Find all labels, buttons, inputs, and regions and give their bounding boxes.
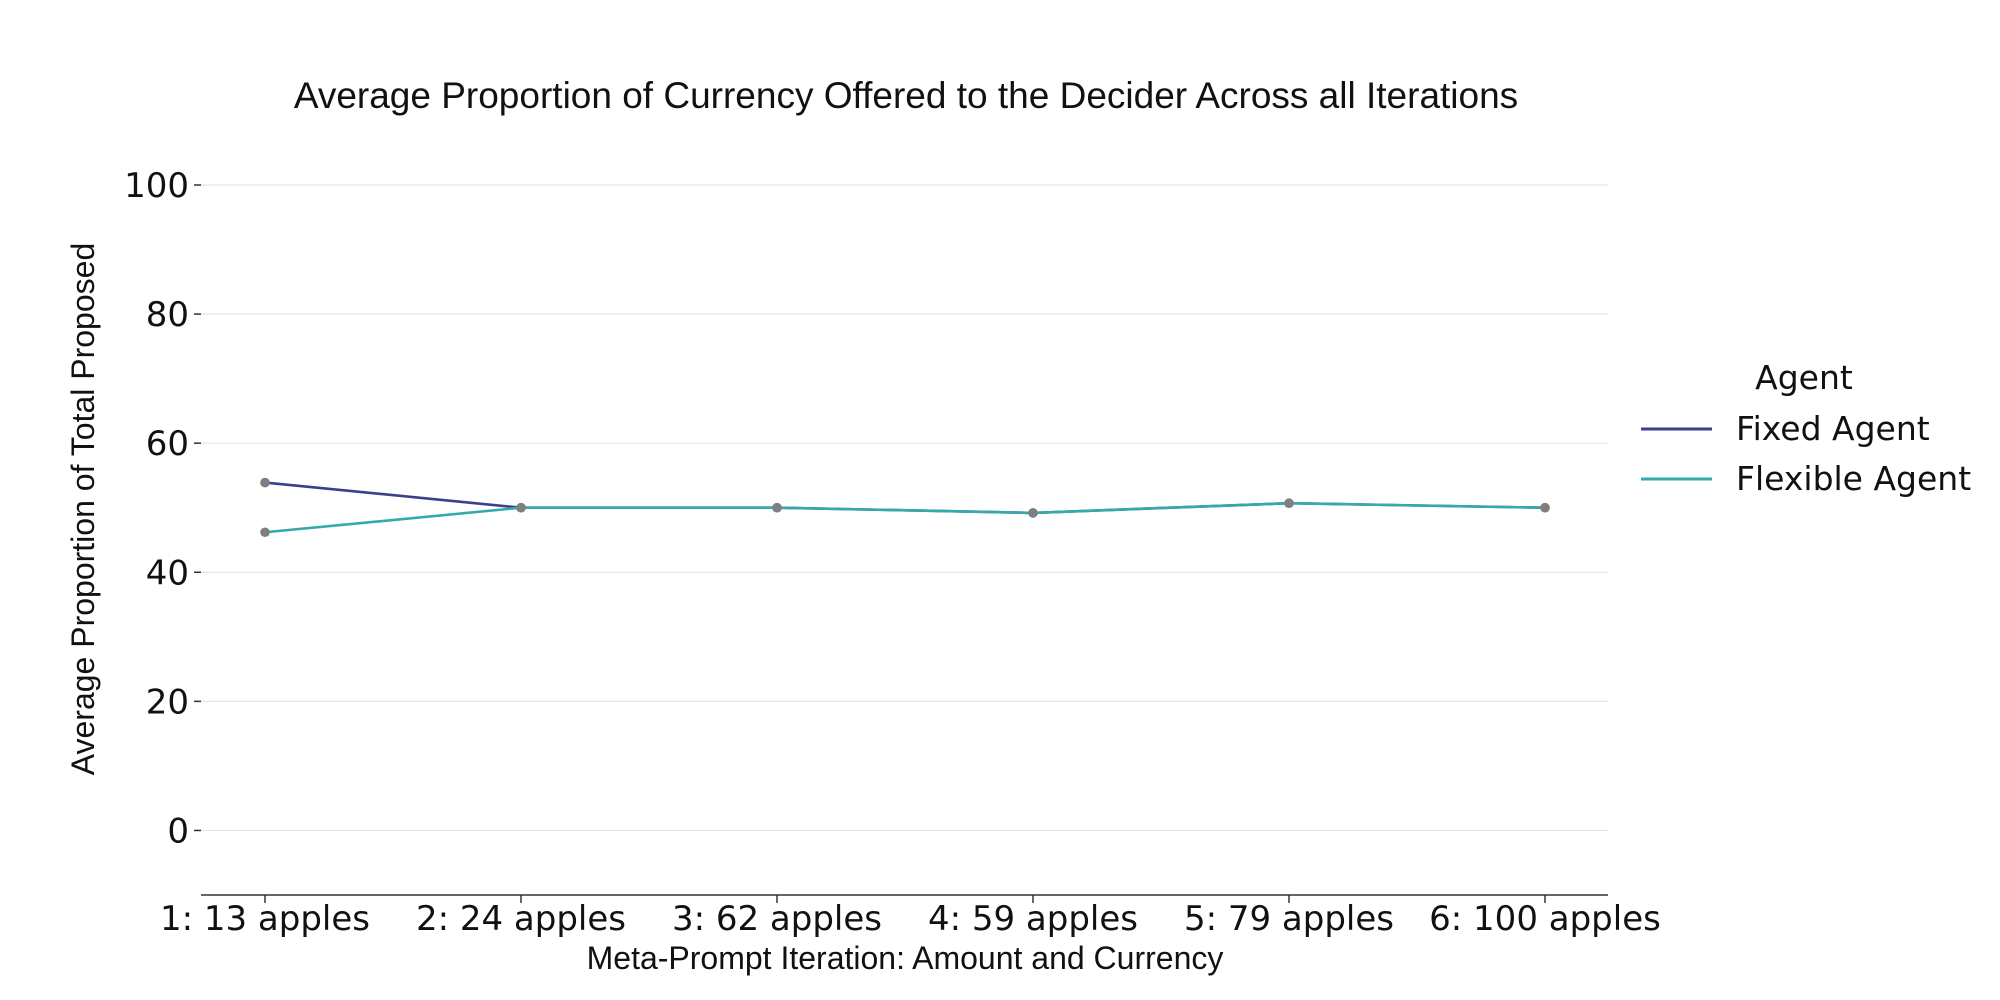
y-tick-label: 60 — [146, 424, 189, 464]
y-tick-label: 20 — [146, 682, 189, 722]
legend-label: Fixed Agent — [1736, 409, 1930, 448]
y-tick-label: 0 — [167, 811, 189, 851]
data-point — [1284, 498, 1294, 509]
y-tick-label: 100 — [124, 166, 189, 206]
marker-layer — [260, 477, 1550, 538]
data-point — [1540, 502, 1550, 513]
grid-layer — [201, 184, 1608, 832]
series-layer — [263, 481, 1547, 534]
x-tick-label: 5: 79 apples — [1184, 899, 1394, 939]
data-point — [772, 502, 782, 513]
legend: Agent Fixed Agent Flexible Agent — [1641, 358, 1971, 498]
legend-title: Agent — [1755, 358, 1853, 397]
y-axis: 0 20 40 60 80 100 — [124, 166, 201, 851]
x-axis-title: Meta-Prompt Iteration: Amount and Curren… — [587, 940, 1224, 976]
series-line-flexible-agent — [263, 501, 1547, 534]
x-tick-label: 4: 59 apples — [928, 899, 1138, 939]
legend-items: Fixed Agent Flexible Agent — [1641, 409, 1971, 498]
data-point — [260, 477, 270, 488]
x-axis: 1: 13 apples 2: 24 apples 3: 62 apples 4: 5… — [160, 894, 1661, 939]
data-point — [1028, 508, 1038, 518]
data-point — [516, 502, 526, 513]
y-axis-title: Average Proportion of Total Proposed — [65, 243, 101, 776]
x-tick-label: 6: 100 apples — [1429, 899, 1661, 939]
x-tick-label: 2: 24 apples — [416, 899, 626, 939]
x-tick-label: 3: 62 apples — [672, 899, 882, 939]
y-tick-label: 40 — [146, 553, 189, 593]
chart-title: Average Proportion of Currency Offered t… — [294, 75, 1518, 116]
legend-label: Flexible Agent — [1736, 459, 1971, 498]
x-tick-label: 1: 13 apples — [160, 899, 370, 939]
data-point — [260, 527, 270, 538]
series-line-fixed-agent — [263, 481, 1547, 515]
y-tick-label: 80 — [146, 295, 189, 335]
